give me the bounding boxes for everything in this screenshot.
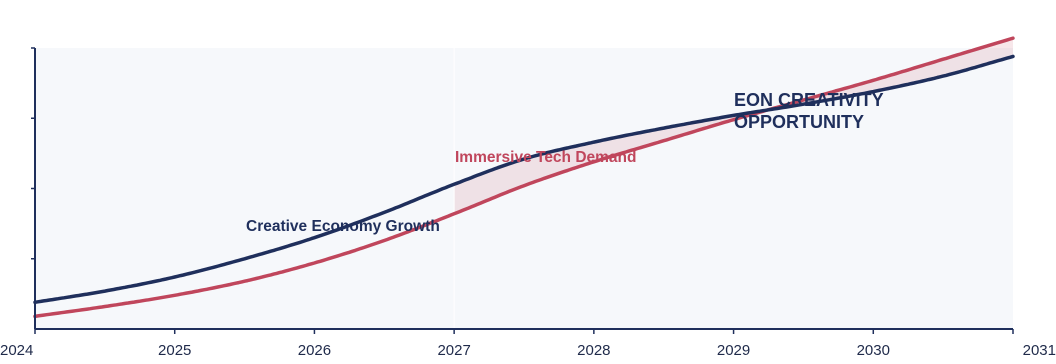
x-tick-label: 2027 [437,342,470,359]
x-tick-label: 2029 [717,342,750,359]
x-tick-label: 2024 [0,342,33,359]
y-ticks [31,47,35,260]
series-lines [33,36,1015,319]
series-line-creative-economy-growth [33,54,1015,305]
x-tick-label: 2030 [857,342,890,359]
x-tick-label: 2025 [158,342,191,359]
x-ticks: 2024 2025 2026 2027 2028 2029 2030 2031 [0,329,1056,359]
opportunity-label: EON CREATIVITY OPPORTUNITY [734,90,884,132]
x-tick-label: 2026 [298,342,331,359]
opportunity-label-line: EON CREATIVITY [734,90,884,110]
creative-economy-growth-label: Creative Economy Growth [246,218,440,235]
x-tick-label: 2031 [1023,342,1056,359]
annotations: Creative Economy Growth Immersive Tech De… [246,90,884,235]
series-line-immersive-tech-demand [33,36,1015,319]
x-tick-label: 2028 [577,342,610,359]
immersive-tech-demand-label: Immersive Tech Demand [455,149,636,166]
opportunity-label-line: OPPORTUNITY [734,112,864,132]
